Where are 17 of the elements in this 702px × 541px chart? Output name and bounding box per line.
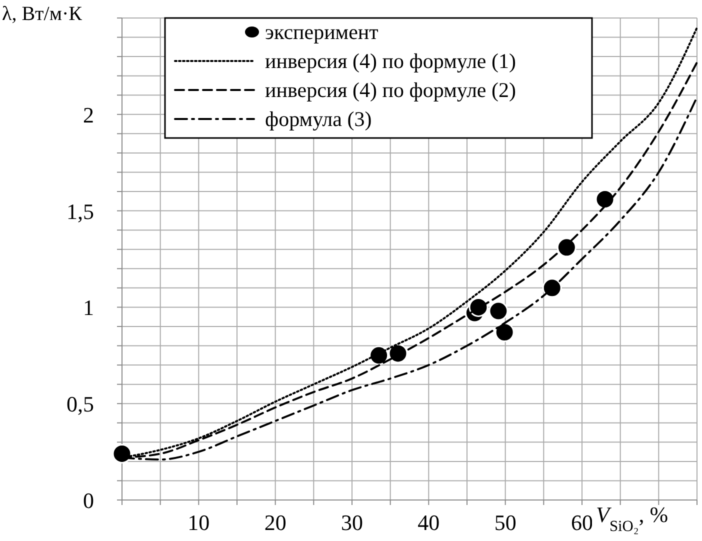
y-tick-label: 1,5 [66,198,94,224]
legend-label: инверсия (4) по формуле (1) [265,49,516,73]
legend-label: формула (3) [265,107,372,131]
y-tick-label: 0,5 [66,392,94,417]
legend-label: инверсия (4) по формуле (2) [265,78,516,102]
x-tick-label: 50 [494,510,516,535]
x-tick-label: 20 [264,510,286,535]
x-tick-label: 60 [571,510,593,535]
x-tick-label: 40 [418,510,440,535]
y-tick-label: 1 [83,295,94,320]
x-tick-label: 10 [188,510,210,535]
x-axis-title: V$_{SiO₂}$, % [596,502,668,534]
y-tick-label: 0 [83,488,94,513]
x-tick-label: 30 [341,510,363,535]
y-axis-title: λ, Вт/м·К [2,3,83,25]
legend-label: эксперимент [265,20,378,44]
y-tick-label: 2 [83,102,94,128]
